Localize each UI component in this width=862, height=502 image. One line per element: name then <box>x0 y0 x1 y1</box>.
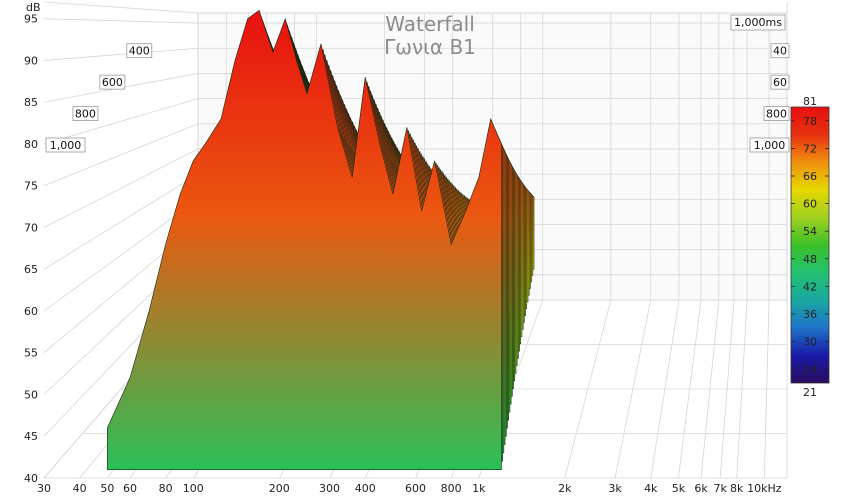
svg-text:1,000: 1,000 <box>50 139 82 152</box>
x-gridline <box>614 13 652 479</box>
y-axis: 40 45 50 55 60 65 70 75 80 85 90 95 <box>24 13 38 485</box>
time-tick-right: 1,000 <box>749 137 790 153</box>
y-tick-label: 80 <box>24 138 38 151</box>
x-tick-label: 400 <box>355 482 376 495</box>
colorbar-tick-label: 66 <box>803 170 817 183</box>
colorbar-tick-label: 48 <box>803 253 817 266</box>
x-tick-label: 7k <box>713 482 727 495</box>
svg-text:40: 40 <box>773 45 787 58</box>
x-tick-label: 3k <box>608 482 622 495</box>
x-tick-label: 800 <box>441 482 462 495</box>
x-tick-label: 50 <box>100 482 114 495</box>
svg-text:800: 800 <box>75 108 96 121</box>
waterfall-surface <box>106 9 535 470</box>
colorbar-max-label: 81 <box>803 95 817 108</box>
x-tick-label: 100 <box>183 482 204 495</box>
x-tick-label: 4k <box>644 482 658 495</box>
x-gridline <box>700 13 720 479</box>
y-tick-label: 95 <box>24 13 38 26</box>
x-tick-label: 2k <box>558 482 572 495</box>
colorbar-tick-label: 42 <box>803 280 817 293</box>
svg-text:60: 60 <box>773 76 787 89</box>
time-tick-right: 800 <box>763 106 790 121</box>
colorbar-tick-label: 60 <box>803 198 817 211</box>
x-gridline <box>678 13 702 479</box>
colorbar-tick-label: 54 <box>803 225 817 238</box>
x-tick-label: 8k <box>730 482 744 495</box>
time-tick-left: 600 <box>99 74 126 90</box>
svg-text:800: 800 <box>766 108 787 121</box>
y-tick-label: 70 <box>24 221 38 234</box>
colorbar-gradient <box>790 106 830 384</box>
x-tick-label: 1k <box>472 482 486 495</box>
x-tick-label: 10kHz <box>747 482 782 495</box>
x-tick-label: 60 <box>123 482 137 495</box>
chart-subtitle: Γωνια B1 <box>384 35 476 59</box>
svg-text:1,000: 1,000 <box>754 139 786 152</box>
x-gridline <box>564 13 612 479</box>
y-unit-label: dB <box>26 1 41 14</box>
colorbar-min-label: 21 <box>803 386 817 399</box>
x-gridline <box>650 13 680 479</box>
y-tick-label: 45 <box>24 430 38 443</box>
x-tick-label: 6k <box>694 482 708 495</box>
x-axis: 30 40 50 60 80 100 200 300 400 600 800 1k 2k 3k 4k 5k 6k… <box>37 482 782 495</box>
colorbar-tick-label: 30 <box>803 336 817 349</box>
y-tick-label: 90 <box>24 54 38 67</box>
colorbar-tick-label: 78 <box>803 115 817 128</box>
time-axis: 400 600 800 1,000 40 60 800 1,000 <box>45 43 790 153</box>
colorbar: 81 21 78 72 66 60 54 48 42 36 30 24 <box>790 95 830 399</box>
time-tick-left: 1,000 <box>45 137 86 153</box>
y-tick-label: 55 <box>24 347 38 360</box>
y-tick-label: 60 <box>24 305 38 318</box>
time-tick-left: 400 <box>126 43 153 59</box>
y-tick-label: 75 <box>24 180 38 193</box>
x-gridline <box>736 13 748 479</box>
x-tick-label: 30 <box>37 482 51 495</box>
x-tick-label: 40 <box>73 482 87 495</box>
x-tick-label: 200 <box>269 482 290 495</box>
y-tick-label: 40 <box>24 472 38 485</box>
svg-text:400: 400 <box>129 45 150 58</box>
time-tick-left: 800 <box>72 106 99 121</box>
x-tick-label: 600 <box>405 482 426 495</box>
time-tick-right: 60 <box>770 74 790 90</box>
colorbar-tick-label: 24 <box>803 363 817 376</box>
x-tick-label: 80 <box>159 482 173 495</box>
waterfall-slice <box>106 9 502 470</box>
x-tick-label: 5k <box>672 482 686 495</box>
chart-title: Waterfall <box>385 12 475 36</box>
colorbar-tick-label: 36 <box>803 308 817 321</box>
time-axis-label-box: 1,000ms <box>730 14 786 31</box>
svg-text:600: 600 <box>102 76 123 89</box>
time-tick-right: 40 <box>770 43 790 59</box>
y-tick-label: 50 <box>24 388 38 401</box>
x-tick-label: 300 <box>319 482 340 495</box>
y-tick-label: 65 <box>24 263 38 276</box>
colorbar-tick-label: 72 <box>803 142 817 155</box>
x-gridline <box>719 13 735 479</box>
time-axis-label: 1,000ms <box>734 16 782 29</box>
y-tick-label: 85 <box>24 96 38 109</box>
